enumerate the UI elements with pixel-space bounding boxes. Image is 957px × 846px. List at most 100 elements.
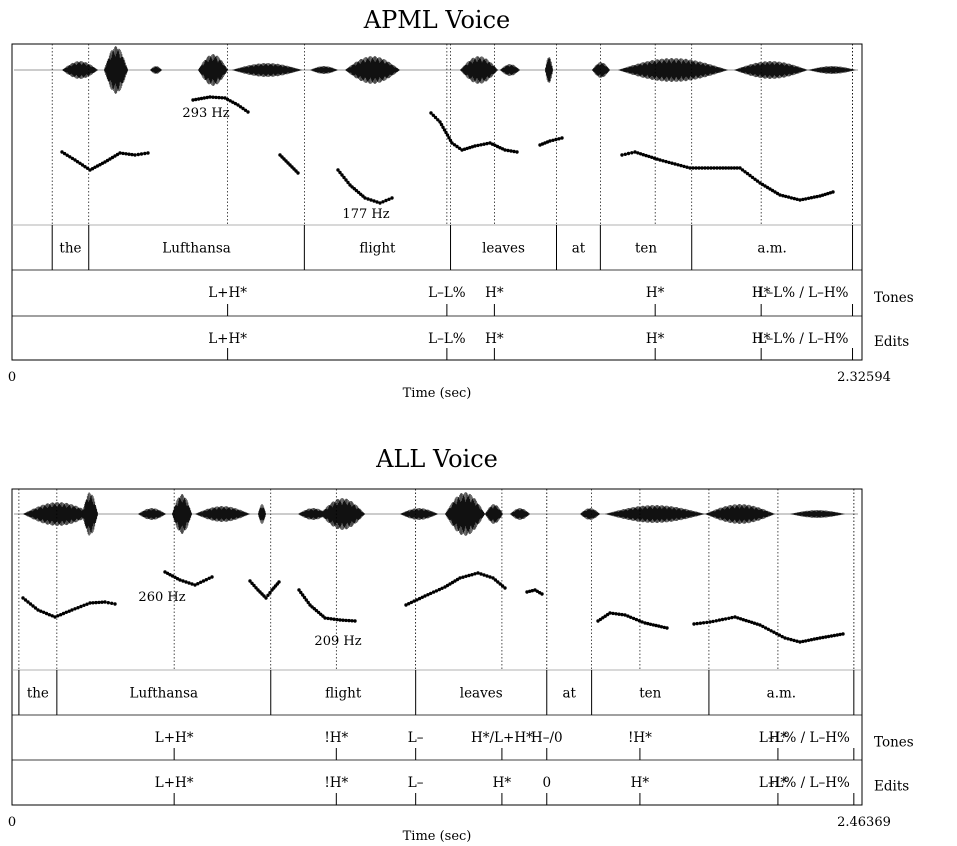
edit-label: H* [769, 775, 788, 791]
pitch-point [73, 607, 77, 611]
pitch-point [220, 96, 224, 100]
pitch-point [629, 615, 633, 619]
tone-label: L–L% / L–H% [758, 285, 849, 301]
pitch-point [450, 580, 455, 585]
pitch-point [760, 182, 765, 187]
pitch-point [664, 159, 668, 164]
pitch-point [277, 580, 281, 584]
waveform-burst [605, 505, 705, 523]
tone-label: H* [646, 285, 665, 301]
pitch-point [708, 620, 712, 624]
pitch-point [53, 615, 57, 619]
pitch-point [509, 149, 513, 153]
waveform-burst [705, 504, 775, 524]
pitch-point [601, 616, 605, 620]
pitch-point [233, 101, 238, 106]
pitch-point [820, 193, 825, 197]
pitch-point [500, 584, 505, 588]
pitch-point [726, 166, 731, 170]
pitch-point [70, 608, 74, 612]
pitch-point [826, 191, 830, 196]
waveform-burst [138, 508, 166, 520]
pitch-point [121, 151, 125, 156]
pitch-point [130, 152, 134, 157]
pitch-point [692, 622, 696, 626]
pitch-point [643, 621, 647, 625]
waveform-burst [104, 46, 128, 94]
pitch-point [667, 160, 671, 165]
pitch-point [740, 168, 745, 172]
pitch-point [90, 167, 95, 171]
pitch-point [340, 173, 344, 177]
pitch-point [476, 571, 480, 575]
pitch-point [194, 97, 198, 102]
pitch-point [778, 193, 782, 197]
pitch-point [758, 181, 762, 185]
word-label: a.m. [757, 241, 786, 257]
pitch-point [429, 111, 433, 115]
pitch-point [658, 158, 662, 162]
pitch-point [661, 159, 665, 163]
pitch-point [76, 606, 80, 610]
pitch-point [266, 593, 270, 597]
pitch-point [47, 613, 51, 617]
pitch-point [730, 615, 734, 620]
waveform-burst [460, 56, 498, 84]
word-label: the [59, 241, 81, 257]
pitch-point [196, 582, 200, 586]
tone-label: L–L% [428, 285, 466, 301]
pitch-label: 293 Hz [182, 106, 229, 121]
waveform-burst [82, 492, 98, 536]
panel-frame [11, 488, 863, 806]
pitch-point [326, 616, 330, 621]
pitch-point [88, 168, 92, 172]
pitch-point [657, 624, 661, 628]
pitch-point [747, 619, 751, 624]
panel-title: APML Voice [363, 6, 511, 34]
pitch-point [755, 622, 759, 626]
pitch-point [744, 618, 748, 623]
pitch-point [608, 611, 612, 615]
pitch-point [455, 144, 459, 149]
pitch-point [347, 618, 351, 623]
pitch-point [638, 152, 643, 156]
pitch-point [100, 161, 105, 165]
pitch-point [792, 638, 796, 643]
pitch-point [415, 598, 419, 602]
pitch-point [79, 604, 83, 609]
edit-label: L– [408, 775, 424, 791]
waveform-burst [172, 494, 192, 534]
pitch-point [296, 171, 300, 175]
pitch-point [738, 617, 743, 621]
pitch-point [205, 95, 209, 100]
waveform-burst [345, 56, 401, 84]
pitch-point [429, 591, 433, 596]
pitch-point [673, 162, 677, 166]
pitch-point [118, 151, 122, 155]
pitch-point [65, 153, 69, 157]
pitch-point [640, 620, 644, 624]
waveform-burst [510, 508, 530, 520]
pitch-label: 209 Hz [314, 634, 361, 649]
panel-title: ALL Voice [375, 445, 498, 473]
pitch-point [753, 177, 757, 181]
pitch-point [498, 582, 502, 586]
edit-label: H* [485, 331, 504, 347]
pitch-point [452, 143, 457, 147]
pitch-point [252, 583, 256, 588]
pitch-point [823, 192, 827, 197]
pitch-point [479, 572, 483, 576]
pitch-point [460, 148, 464, 152]
pitch-point [304, 598, 308, 602]
edit-label: H* [646, 331, 665, 347]
pitch-point [443, 585, 447, 589]
pitch-point [299, 590, 303, 595]
pitch-point [332, 617, 336, 621]
pitch-point [342, 175, 346, 180]
pitch-point [70, 156, 75, 161]
pitch-point [350, 619, 354, 623]
pitch-point [491, 576, 495, 580]
pitch-point [323, 616, 327, 620]
pitch-point [191, 98, 195, 102]
pitch-point [444, 130, 448, 135]
